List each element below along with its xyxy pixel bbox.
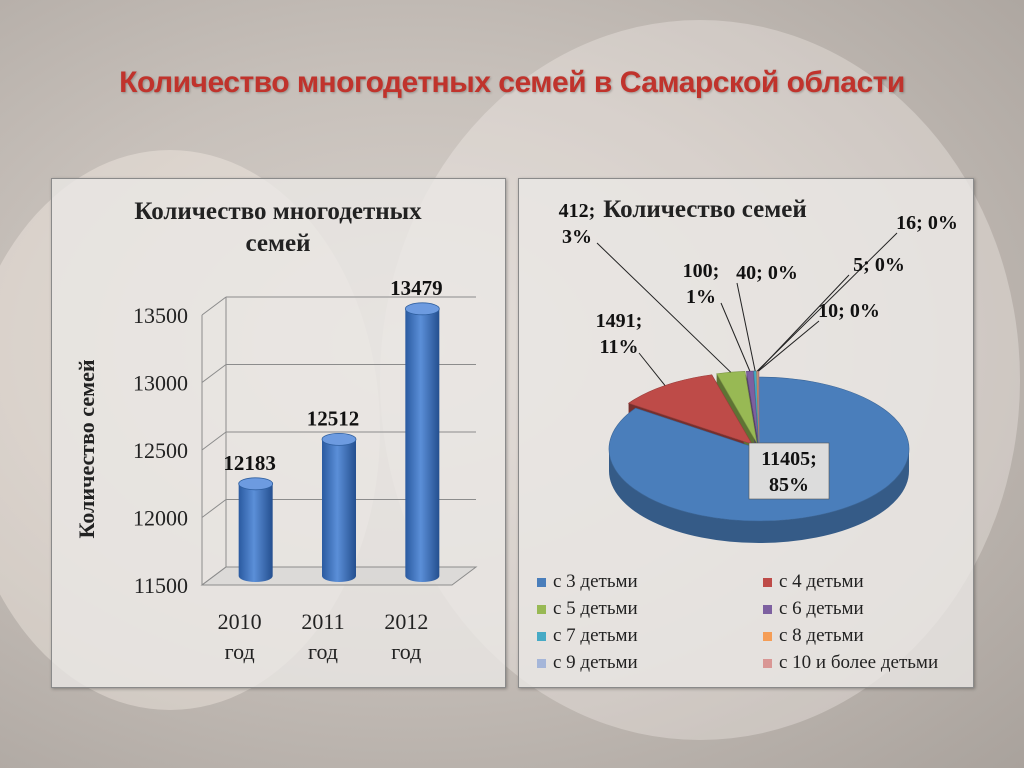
chart-title-line: семей	[245, 230, 310, 257]
y-tick-label: 13000	[133, 371, 188, 396]
pie-data-label: 412;	[559, 200, 596, 222]
legend-label: с 3 детьми	[553, 571, 638, 592]
bar-top	[404, 302, 440, 316]
bar	[321, 432, 357, 582]
legend-label: с 7 детьми	[553, 625, 638, 646]
bar-body	[405, 308, 440, 583]
bar-top	[238, 477, 274, 491]
bar-body	[238, 483, 273, 582]
chart-title-line: Количество многодетных	[134, 198, 422, 225]
x-tick-label: 2012	[384, 609, 428, 634]
pie-slice	[627, 374, 753, 445]
leader-line	[757, 274, 850, 372]
legend-swatch	[537, 604, 546, 614]
legend-item: с 3 детьми	[537, 571, 638, 593]
legend-item: с 7 детьми	[537, 625, 638, 647]
legend-label: с 4 детьми	[779, 571, 864, 592]
legend-swatch	[537, 577, 546, 587]
legend-swatch	[763, 658, 772, 668]
leader-line	[596, 242, 732, 373]
y-axis-label: Количество семей	[74, 359, 99, 538]
grid-diagonal	[201, 499, 227, 518]
legend-item: с 6 детьми	[763, 598, 864, 620]
pie-data-label: 100;	[683, 260, 720, 282]
bar-top	[321, 432, 357, 446]
pie-data-label: 11%	[600, 336, 639, 358]
legend-swatch	[537, 631, 546, 641]
bar-body	[322, 439, 356, 582]
legend-swatch	[537, 658, 546, 668]
bar	[238, 477, 274, 582]
grid-diagonal	[201, 364, 227, 383]
pie-chart: Количество семей 11405; 85% 1491; 11% 412; 3% 1…	[559, 196, 958, 543]
pie-data-label: 1%	[686, 286, 716, 308]
pie-data-label: 1491;	[596, 310, 643, 332]
leader-line	[758, 320, 820, 372]
pie-data-label: 3%	[562, 226, 592, 248]
x-tick-label: 2010	[218, 609, 262, 634]
data-label-box	[748, 442, 830, 500]
bar-chart: Количество многодетных семей Количество се…	[74, 198, 478, 664]
legend-swatch	[763, 577, 772, 587]
bar-data-label: 13479	[390, 276, 443, 300]
leader-line	[638, 352, 666, 386]
legend-label: с 5 детьми	[553, 598, 638, 619]
leader-line	[736, 282, 756, 372]
pie-data-label: 10; 0%	[818, 300, 880, 322]
y-tick-label: 13500	[133, 303, 188, 328]
x-tick-label: 2011	[301, 609, 344, 634]
y-tick-label: 11500	[134, 573, 188, 598]
pie-slice	[746, 370, 759, 444]
legend-item: с 5 детьми	[537, 598, 638, 620]
grid-diagonal	[201, 431, 227, 451]
legend-label: с 6 детьми	[779, 598, 864, 619]
legend-swatch	[763, 631, 772, 641]
pie-data-label: 11405;	[761, 448, 817, 470]
x-tick-label: год	[308, 639, 338, 664]
pie-chart-panel: Количество семей 11405; 85% 1491; 11% 412; 3% 1…	[518, 178, 974, 688]
leader-line	[720, 302, 751, 372]
y-tick-label: 12500	[133, 438, 188, 463]
legend-label: с 9 детьми	[553, 652, 638, 673]
grid-diagonal	[201, 296, 227, 316]
pie-data-label: 5; 0%	[853, 254, 905, 276]
pie-title: Количество семей	[603, 196, 806, 223]
leader-line	[756, 232, 898, 372]
legend-item: с 4 детьми	[763, 571, 864, 593]
legend-item: с 10 и более детьми	[763, 652, 938, 674]
bar-data-label: 12512	[307, 406, 360, 430]
pie-slice-side	[609, 449, 909, 543]
legend-swatch	[763, 604, 772, 614]
legend-item: с 8 детьми	[763, 625, 864, 647]
bar	[404, 302, 440, 583]
slide-title: Количество многодетных семей в Самарской…	[119, 66, 905, 99]
bar-data-label: 12183	[223, 451, 276, 475]
legend-label: с 8 детьми	[779, 625, 864, 646]
pie-data-label: 85%	[769, 474, 809, 496]
bar-chart-panel: Количество многодетных семей Количество се…	[51, 178, 506, 688]
pie-slice	[608, 376, 910, 522]
y-tick-label: 12000	[133, 506, 188, 531]
x-tick-label: год	[391, 639, 421, 664]
pie-data-label: 16; 0%	[896, 212, 958, 234]
pie-data-label: 40; 0%	[736, 262, 798, 284]
legend-label: с 10 и более детьми	[779, 652, 939, 673]
x-tick-label: год	[225, 639, 255, 664]
legend-item: с 9 детьми	[537, 652, 638, 674]
